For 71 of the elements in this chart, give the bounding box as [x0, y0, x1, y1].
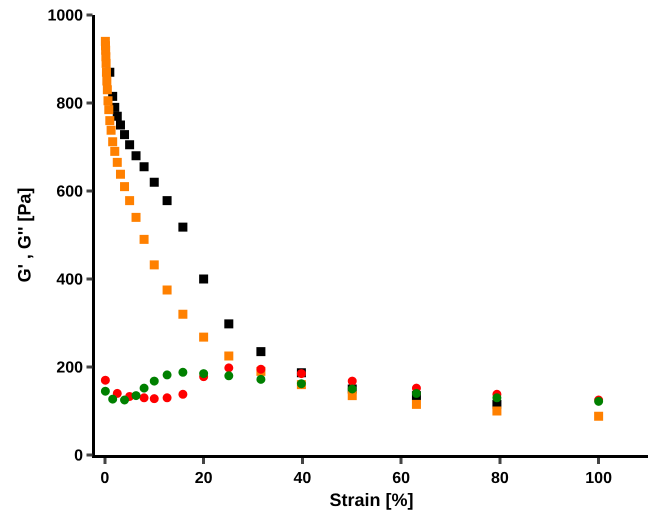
point	[125, 196, 134, 206]
point	[140, 234, 149, 244]
point	[105, 116, 114, 126]
x-tick-label: 40	[293, 470, 312, 487]
x-tick-label: 20	[194, 470, 213, 487]
point	[162, 196, 172, 206]
point	[162, 286, 172, 294]
point	[162, 370, 172, 380]
point	[412, 388, 421, 398]
point	[150, 394, 159, 404]
point	[150, 178, 159, 187]
point	[492, 393, 502, 402]
x-axis-title: Strain [%]	[329, 490, 414, 510]
point	[199, 369, 208, 378]
point	[224, 319, 234, 328]
point	[256, 374, 266, 384]
point	[178, 310, 188, 319]
point	[150, 260, 159, 270]
point	[150, 376, 159, 386]
point	[256, 347, 266, 356]
point	[132, 391, 141, 400]
point	[125, 140, 134, 150]
y-tick-label: 600	[56, 184, 84, 201]
point	[120, 182, 130, 192]
point	[348, 376, 357, 386]
point	[140, 162, 149, 172]
point	[110, 146, 120, 156]
point	[112, 158, 122, 167]
point	[104, 105, 114, 114]
x-tick-label: 0	[100, 470, 110, 487]
point	[178, 222, 188, 232]
point	[108, 137, 118, 146]
x-tick-label: 60	[392, 470, 410, 487]
point	[412, 400, 421, 409]
point	[112, 388, 122, 398]
y-tick-label: 0	[74, 448, 84, 465]
point	[102, 68, 111, 77]
point	[100, 376, 110, 385]
point	[120, 130, 130, 140]
point	[132, 151, 141, 160]
x-tick-label: 80	[490, 470, 509, 487]
point	[224, 371, 234, 380]
point	[108, 394, 118, 404]
point	[178, 368, 188, 377]
point	[224, 363, 234, 372]
point	[116, 120, 125, 130]
y-axis-title: G' , G'' [Pa]	[14, 188, 35, 282]
y-tick-label: 1000	[47, 8, 84, 25]
point	[116, 170, 125, 179]
point	[100, 386, 110, 396]
point	[178, 390, 188, 399]
point	[224, 352, 234, 360]
point	[140, 384, 149, 393]
point	[120, 396, 130, 404]
y-tick-label: 800	[56, 96, 84, 113]
point	[102, 76, 112, 86]
point	[132, 212, 141, 222]
point	[106, 126, 116, 135]
y-tick-label: 400	[56, 272, 84, 289]
point	[140, 393, 149, 402]
point	[492, 406, 502, 416]
x-tick-label: 100	[585, 470, 612, 487]
point	[199, 332, 208, 342]
point	[162, 393, 172, 402]
point	[199, 274, 208, 284]
y-tick-label: 200	[56, 360, 84, 377]
point	[102, 85, 112, 94]
point	[112, 112, 122, 121]
point	[102, 58, 111, 68]
point	[103, 96, 112, 106]
point	[594, 412, 604, 421]
